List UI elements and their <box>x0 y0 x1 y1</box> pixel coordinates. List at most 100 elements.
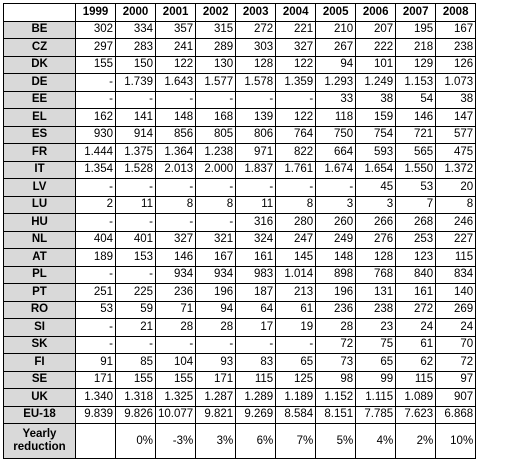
value-cell: 2% <box>395 423 437 459</box>
value-cell: 246 <box>435 213 477 232</box>
value-cell: 267 <box>315 38 357 57</box>
value-cell: - <box>75 318 116 337</box>
value-cell: 101 <box>355 55 397 74</box>
value-cell: 768 <box>355 265 397 284</box>
value-cell: 266 <box>355 213 397 232</box>
value-cell: 934 <box>195 265 237 284</box>
table-row: PL - -934 934 983 1.014 898 768 840 834 <box>3 265 477 284</box>
table-row: LV - - - - - - -45 53 20 <box>3 178 477 197</box>
value-cell: 238 <box>435 38 477 57</box>
value-cell: 196 <box>315 283 357 302</box>
value-cell: 9.821 <box>195 405 237 424</box>
value-cell: 971 <box>235 143 277 162</box>
country-cell: EE <box>3 90 76 109</box>
value-cell: 664 <box>315 143 357 162</box>
value-cell: 327 <box>275 38 317 57</box>
table-row: EL 162 141 148 168 139 122 118 159 146 147 <box>3 108 477 127</box>
value-cell: 162 <box>75 108 116 127</box>
value-cell: - <box>154 335 197 354</box>
value-cell: - <box>154 178 197 197</box>
value-cell: 23 <box>355 318 397 337</box>
value-cell: 129 <box>395 55 437 74</box>
country-cell: RO <box>3 300 76 319</box>
value-cell: - <box>115 335 156 354</box>
country-cell: DK <box>3 55 76 74</box>
value-cell: 236 <box>154 283 197 302</box>
value-cell: 171 <box>75 370 116 389</box>
table-row: NL 404 401 327 321 324 247 249 276 253 227 <box>3 230 477 249</box>
value-cell: 130 <box>195 55 237 74</box>
value-cell: 62 <box>395 353 437 372</box>
value-cell: 4% <box>355 423 397 459</box>
year-header: 2008 <box>435 3 477 22</box>
value-cell: 195 <box>395 20 437 39</box>
value-cell: 148 <box>154 108 197 127</box>
value-cell: - <box>235 178 277 197</box>
value-cell: 72 <box>315 335 357 354</box>
value-cell: 53 <box>75 300 116 319</box>
year-header: 2000 <box>115 3 156 22</box>
value-cell: - <box>235 335 277 354</box>
value-cell: 168 <box>195 108 237 127</box>
value-cell: 241 <box>154 38 197 57</box>
value-cell <box>75 423 116 459</box>
value-cell: 1.115 <box>355 388 397 407</box>
value-cell: 85 <box>115 353 156 372</box>
value-cell: 123 <box>395 248 437 267</box>
value-cell: - <box>75 90 116 109</box>
value-cell: 61 <box>275 300 317 319</box>
value-cell: 91 <box>75 353 116 372</box>
value-cell: 53 <box>395 178 437 197</box>
country-cell: PT <box>3 283 76 302</box>
value-cell: 1.354 <box>75 160 116 179</box>
table-row: SE 171 155 155 171 115 125 98 99 115 97 <box>3 370 477 389</box>
value-cell: 289 <box>195 38 237 57</box>
value-cell: 1.674 <box>315 160 357 179</box>
table-row: IT 1.354 1.528 2.013 2.000 1.837 1.761 1.674 1.6… <box>3 160 477 179</box>
table-row: HU - - - -316 280 260 266 268 246 <box>3 213 477 232</box>
table-row: DK 155 150 122 130 128 122 94 101 129 126 <box>3 55 477 74</box>
value-cell: 1.654 <box>355 160 397 179</box>
value-cell: 268 <box>395 213 437 232</box>
value-cell: - <box>275 90 317 109</box>
value-cell: - <box>75 265 116 284</box>
value-cell: 115 <box>435 248 477 267</box>
value-cell: 98 <box>315 370 357 389</box>
value-cell: 218 <box>395 38 437 57</box>
value-cell: - <box>154 213 197 232</box>
value-cell: 404 <box>75 230 116 249</box>
value-cell: 327 <box>154 230 197 249</box>
table-row: ES 930 914 856 805 806 764 750 754 721 577 <box>3 125 477 144</box>
value-cell: 2 <box>75 195 116 214</box>
value-cell: 272 <box>395 300 437 319</box>
value-cell: - <box>275 178 317 197</box>
country-cell: DE <box>3 73 76 92</box>
value-cell: 247 <box>275 230 317 249</box>
value-cell: 269 <box>435 300 477 319</box>
value-cell: 146 <box>395 108 437 127</box>
value-cell: 1.289 <box>235 388 277 407</box>
value-cell: 65 <box>275 353 317 372</box>
value-cell: 54 <box>395 90 437 109</box>
value-cell: 1.189 <box>275 388 317 407</box>
value-cell: 1.014 <box>275 265 317 284</box>
value-cell: 73 <box>315 353 357 372</box>
value-cell: 33 <box>315 90 357 109</box>
value-cell: 227 <box>435 230 477 249</box>
value-cell: 805 <box>195 125 237 144</box>
value-cell: 118 <box>315 108 357 127</box>
value-cell: 131 <box>355 283 397 302</box>
value-cell: 324 <box>235 230 277 249</box>
header-row: 1999 2000 2001 2002 2003 2004 2005 2006 2007 2008 <box>3 3 477 22</box>
value-cell: 983 <box>235 265 277 284</box>
value-cell: 189 <box>75 248 116 267</box>
value-cell: - <box>75 213 116 232</box>
value-cell: 93 <box>195 353 237 372</box>
table-row: CZ 297 283 241 289 303 327 267 222 218 238 <box>3 38 477 57</box>
country-cell: UK <box>3 388 76 407</box>
value-cell: 914 <box>115 125 156 144</box>
value-cell: 1.444 <box>75 143 116 162</box>
table-row: AT 189 153 146 167 161 145 148 128 123 115 <box>3 248 477 267</box>
value-cell: 1.577 <box>195 73 237 92</box>
table-row: EU-18 9.839 9.826 10.077 9.821 9.269 8.584 8.15… <box>3 405 477 424</box>
